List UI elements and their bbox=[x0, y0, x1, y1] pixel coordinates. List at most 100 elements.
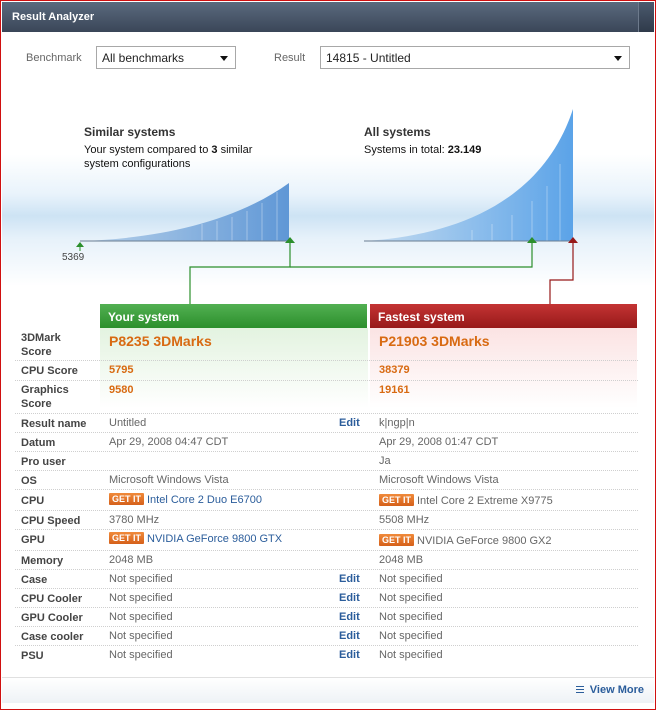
result-select-value: 14815 - Untitled bbox=[326, 51, 411, 65]
fastest-cpu: GET IT Intel Core 2 Extreme X9775 bbox=[379, 494, 553, 507]
row-psu: PSU Not specified Edit Not specified bbox=[15, 646, 638, 665]
row-datum: Datum Apr 29, 2008 04:47 CDT Apr 29, 200… bbox=[15, 433, 638, 452]
fastest-system-tint bbox=[370, 328, 637, 408]
benchmark-select-value: All benchmarks bbox=[102, 51, 185, 65]
your-gpu-cooler: Not specified bbox=[109, 611, 173, 623]
your-3dmark-score: P8235 3DMarks bbox=[109, 333, 212, 349]
window-title: Result Analyzer bbox=[12, 11, 95, 23]
fastest-gpu: GET IT NVIDIA GeForce 9800 GX2 bbox=[379, 534, 552, 547]
min-score-marker-icon bbox=[76, 242, 84, 247]
fastest-cpu-cooler: Not specified bbox=[379, 592, 443, 604]
get-it-button[interactable]: GET IT bbox=[109, 532, 144, 544]
fastest-cpu-score: 38379 bbox=[379, 364, 410, 376]
edit-case-cooler-link[interactable]: Edit bbox=[339, 630, 360, 642]
edit-case-link[interactable]: Edit bbox=[339, 573, 360, 585]
your-cpu-link[interactable]: Intel Core 2 Duo E6700 bbox=[147, 494, 262, 506]
view-more-label: View More bbox=[589, 684, 644, 696]
edit-cpu-cooler-link[interactable]: Edit bbox=[339, 592, 360, 604]
distribution-graphics bbox=[76, 109, 578, 304]
benchmark-select[interactable]: All benchmarks bbox=[96, 46, 236, 69]
row-graphics-score: Graphics Score 9580 19161 bbox=[15, 381, 638, 414]
your-cpu: GET IT Intel Core 2 Duo E6700 bbox=[109, 493, 262, 506]
similar-systems-description: Your system compared to 3 similar system… bbox=[84, 144, 253, 170]
row-cpu-speed: CPU Speed 3780 MHz 5508 MHz bbox=[15, 511, 638, 530]
edit-gpu-cooler-link[interactable]: Edit bbox=[339, 611, 360, 623]
your-graphics-score: 9580 bbox=[109, 384, 134, 396]
your-system-all-connector bbox=[290, 243, 533, 268]
row-label: OS bbox=[21, 475, 37, 487]
similar-systems-curve bbox=[80, 183, 289, 241]
fastest-score-marker-icon bbox=[568, 237, 578, 243]
row-label: CPU bbox=[21, 495, 45, 507]
all-systems-description: Systems in total: 23.149 bbox=[364, 144, 482, 156]
row-label: Pro user bbox=[21, 456, 66, 468]
distribution-panel: Similar systems Your system compared to … bbox=[2, 84, 654, 304]
similar-count: 3 bbox=[211, 144, 218, 156]
row-label: GPU Cooler bbox=[21, 612, 83, 624]
row-label: Datum bbox=[21, 437, 56, 449]
fastest-graphics-score: 19161 bbox=[379, 384, 410, 396]
all-systems-curve bbox=[364, 109, 573, 241]
chevron-down-icon bbox=[220, 56, 228, 61]
row-label: CPU Cooler bbox=[21, 593, 83, 605]
row-label: GPU bbox=[21, 534, 45, 546]
fastest-cpu-link[interactable]: Intel Core 2 Extreme X9775 bbox=[417, 495, 553, 507]
your-memory: 2048 MB bbox=[109, 554, 154, 566]
get-it-button[interactable]: GET IT bbox=[109, 493, 144, 505]
row-case-cooler: Case cooler Not specified Edit Not speci… bbox=[15, 627, 638, 646]
fastest-pro-user: Ja bbox=[379, 455, 391, 467]
filter-bar: Benchmark All benchmarks Result 14815 - … bbox=[2, 32, 654, 84]
title-bar-cap bbox=[638, 2, 654, 32]
row-label: Case cooler bbox=[21, 631, 84, 643]
edit-result-name-link[interactable]: Edit bbox=[339, 417, 360, 429]
row-memory: Memory 2048 MB 2048 MB bbox=[15, 551, 638, 570]
fastest-psu: Not specified bbox=[379, 649, 443, 661]
your-psu: Not specified bbox=[109, 649, 173, 661]
view-more-link[interactable]: View More bbox=[575, 684, 644, 696]
row-3dmark-score: 3DMark Score P8235 3DMarks P21903 3DMark… bbox=[15, 328, 638, 361]
fastest-result-name: k|ngp|n bbox=[379, 417, 415, 429]
row-label: 3DMark Score bbox=[21, 332, 61, 358]
your-result-name: Untitled bbox=[109, 417, 147, 429]
row-cpu-cooler: CPU Cooler Not specified Edit Not specif… bbox=[15, 589, 638, 608]
fastest-system-connector bbox=[549, 243, 574, 304]
fastest-os: Microsoft Windows Vista bbox=[379, 474, 499, 486]
row-label: Graphics Score bbox=[21, 384, 69, 410]
your-datum: Apr 29, 2008 04:47 CDT bbox=[109, 436, 229, 448]
benchmark-label: Benchmark bbox=[26, 52, 82, 64]
row-label: Case bbox=[21, 574, 48, 586]
your-gpu: GET IT NVIDIA GeForce 9800 GTX bbox=[109, 532, 282, 545]
footer-bar: View More bbox=[2, 677, 654, 703]
chevron-down-icon bbox=[614, 56, 622, 61]
row-result-name: Result name Untitled Edit k|ngp|n bbox=[15, 414, 638, 433]
result-label: Result bbox=[274, 52, 306, 64]
fastest-gpu-link[interactable]: NVIDIA GeForce 9800 GX2 bbox=[417, 535, 552, 547]
row-pro-user: Pro user Ja bbox=[15, 452, 638, 471]
fastest-memory: 2048 MB bbox=[379, 554, 424, 566]
fastest-3dmark-score: P21903 3DMarks bbox=[379, 333, 490, 349]
your-case-cooler: Not specified bbox=[109, 630, 173, 642]
edit-psu-link[interactable]: Edit bbox=[339, 649, 360, 661]
get-it-button[interactable]: GET IT bbox=[379, 494, 414, 506]
your-os: Microsoft Windows Vista bbox=[109, 474, 229, 486]
result-select[interactable]: 14815 - Untitled bbox=[320, 46, 630, 69]
get-it-button[interactable]: GET IT bbox=[379, 534, 414, 546]
your-cpu-cooler: Not specified bbox=[109, 592, 173, 604]
fastest-datum: Apr 29, 2008 01:47 CDT bbox=[379, 436, 499, 448]
systems-total: 23.149 bbox=[447, 144, 482, 156]
all-systems-title: All systems bbox=[364, 125, 431, 139]
fastest-system-header: Fastest system bbox=[370, 304, 637, 328]
your-gpu-link[interactable]: NVIDIA GeForce 9800 GTX bbox=[147, 533, 283, 545]
your-system-connector bbox=[189, 243, 291, 304]
window-title-bar: Result Analyzer bbox=[2, 2, 654, 32]
row-case: Case Not specified Edit Not specified bbox=[15, 570, 638, 589]
your-score-marker-all-icon bbox=[527, 237, 537, 243]
row-label: CPU Speed bbox=[21, 515, 81, 527]
your-case: Not specified bbox=[109, 573, 173, 585]
row-cpu: CPU GET IT Intel Core 2 Duo E6700 GET IT I… bbox=[15, 490, 638, 511]
fastest-gpu-cooler: Not specified bbox=[379, 611, 443, 623]
fastest-case-cooler: Not specified bbox=[379, 630, 443, 642]
row-label: PSU bbox=[21, 650, 44, 662]
similar-min-score: 5369 bbox=[62, 252, 85, 263]
